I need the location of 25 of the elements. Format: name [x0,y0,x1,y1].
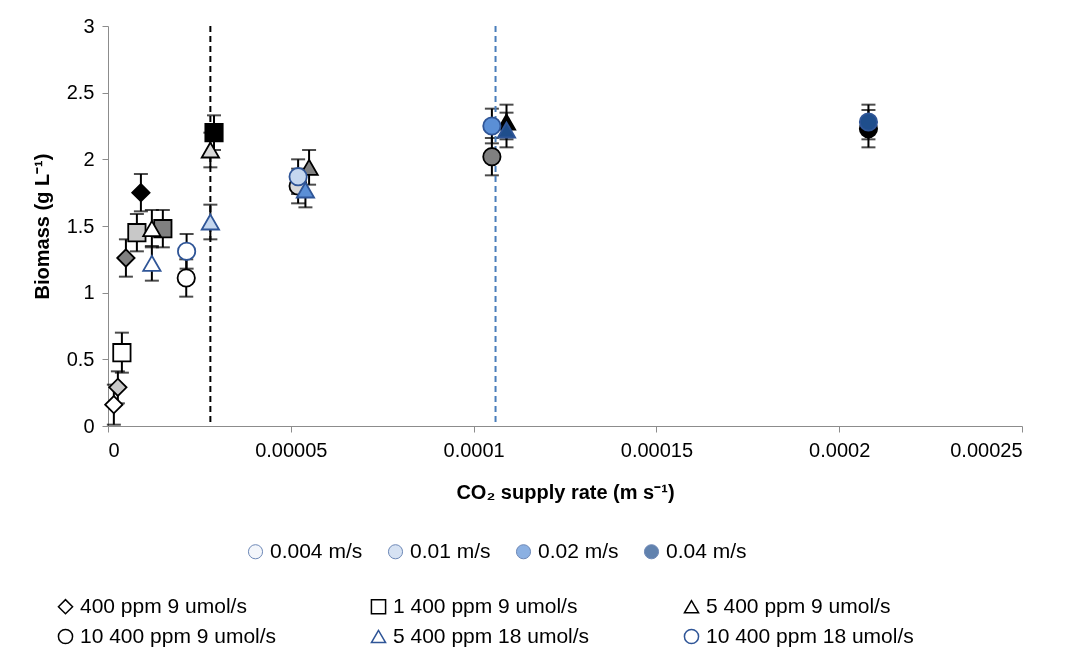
x-tick-label: 0.00025 [950,438,1023,461]
x-tick-label: 0.00005 [255,438,328,461]
x-tick-label: 0.00015 [620,438,694,461]
legend-label: 0.004 m/s [270,538,363,562]
y-tick-label: 1 [83,281,95,304]
y-tick-label: 0 [83,414,95,437]
legend-label: 10 400 ppm 18 umol/s [706,623,914,647]
legend-label: 0.01 m/s [410,538,491,562]
legend-label: 10 400 ppm 9 umol/s [80,623,277,647]
x-tick-label: 0.0001 [443,438,505,461]
legend-label: 400 ppm 9 umol/s [80,593,247,617]
y-tick-label: 1.5 [66,214,95,237]
y-tick-label: 3 [83,14,95,37]
legend-label: 0.02 m/s [538,538,619,562]
y-tick-label: 2.5 [66,81,95,104]
y-axis-title: Biomass (g L⁻¹) [30,153,53,300]
y-tick-label: 2 [83,147,95,170]
legend-label: 0.04 m/s [666,538,747,562]
legend-label: 5 400 ppm 9 umol/s [706,593,891,617]
x-tick-label: 0.0002 [809,438,871,461]
y-tick-label: 0.5 [66,347,95,370]
x-axis-title: CO₂ supply rate (m s⁻¹) [456,480,675,503]
legend-label: 1 400 ppm 9 umol/s [393,593,578,617]
legend-label: 5 400 ppm 18 umol/s [393,623,590,647]
x-tick-label: 0 [108,438,120,461]
